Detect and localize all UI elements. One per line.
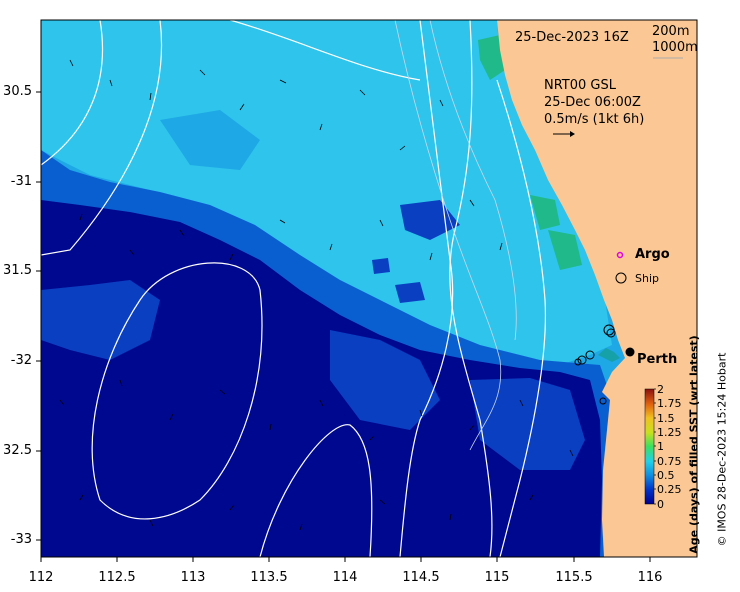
depth-contours-200m: [394, 20, 517, 451]
ocean-patch: [41, 280, 160, 360]
ship-legend-label: Ship: [635, 272, 659, 285]
y-tick-label: -31: [10, 174, 32, 189]
current-time-label: 25-Dec 06:00Z: [544, 95, 641, 110]
colorbar-tick-label: 0.75: [657, 455, 682, 468]
x-tick-label: 112: [28, 570, 54, 585]
x-tick-label: 113.5: [250, 570, 288, 585]
x-tick-label: 115: [484, 570, 510, 585]
current-scale-label: 0.5m/s (1kt 6h): [544, 112, 645, 127]
colorbar-tick-label: 1.5: [657, 412, 675, 425]
ocean-patch: [470, 378, 585, 470]
y-tick-label: 32.5: [3, 443, 32, 458]
depth-contour-1000m-label: 1000m: [652, 40, 698, 55]
map-area: [41, 20, 697, 557]
ship-markers: [574, 324, 616, 405]
coastal-age-1-patch: [530, 195, 560, 230]
depth-contour-200m-label: 200m: [652, 24, 690, 39]
y-tick-label: 31.5: [3, 263, 32, 278]
x-tick-label: 112.5: [98, 570, 136, 585]
depth-contours: [41, 20, 547, 557]
city-label-perth: Perth: [637, 352, 678, 367]
colorbar-tick-label: 1.75: [657, 397, 682, 410]
colorbar-tick-label: 0: [657, 498, 664, 511]
ocean-patch: [160, 110, 260, 170]
colorbar-tick-label: 0.25: [657, 483, 682, 496]
y-tick-label: -33: [10, 532, 32, 547]
current-model-label: NRT00 GSL: [544, 78, 616, 93]
colorbar-tick-label: 1.25: [657, 426, 682, 439]
axis-ticks: [36, 91, 651, 562]
ship-track: [598, 348, 620, 362]
ocean-age-0-region: [41, 200, 602, 557]
current-scale-arrow: [553, 131, 575, 137]
argo-legend-marker: [616, 251, 624, 259]
ship-legend-marker: [615, 272, 627, 284]
perth-marker: [625, 347, 635, 357]
coastal-age-1-patch: [478, 35, 505, 80]
colorbar-tick-label: 1: [657, 440, 664, 453]
x-tick-label: 115.5: [555, 570, 593, 585]
y-tick-label: -32: [10, 353, 32, 368]
x-tick-label: 114.5: [402, 570, 440, 585]
ocean-patch: [330, 330, 440, 430]
map-frame: [40, 19, 698, 558]
colorbar: [644, 388, 655, 505]
ocean-patch: [400, 200, 460, 240]
x-tick-label: 114: [332, 570, 358, 585]
colorbar-title: Age (days) of filled SST (wrt latest): [687, 335, 701, 554]
x-tick-label: 113: [180, 570, 206, 585]
colorbar-tick-label: 0.5: [657, 469, 675, 482]
ocean-patch: [372, 258, 390, 274]
ocean-age-0-75-region: [41, 20, 612, 365]
credit-text: © IMOS 28-Dec-2023 15:24 Hobart: [715, 352, 729, 547]
coastal-age-1-patch: [548, 230, 582, 270]
colorbar-tick-label: 2: [657, 383, 664, 396]
current-vectors: [59, 59, 574, 531]
map-title: 25-Dec-2023 16Z: [515, 30, 629, 45]
y-tick-label: 30.5: [3, 84, 32, 99]
colorbar-ticks: [654, 388, 656, 505]
argo-legend-label: Argo: [635, 247, 670, 262]
x-tick-label: 116: [637, 570, 663, 585]
ocean-patch: [395, 282, 425, 303]
